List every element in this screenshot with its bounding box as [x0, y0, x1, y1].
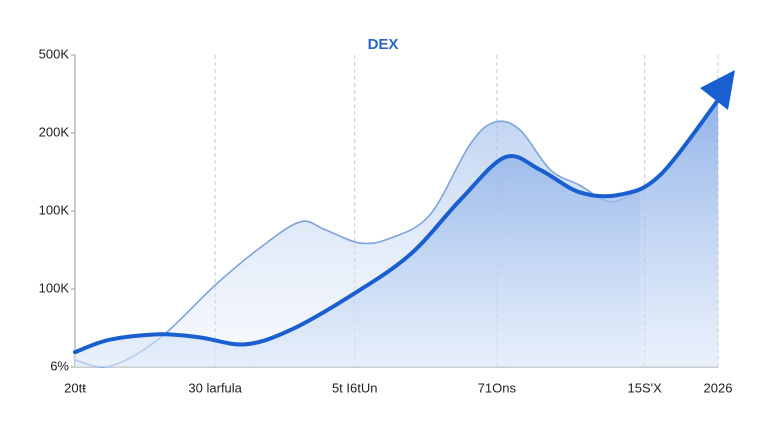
series-line [73, 98, 720, 355]
area-fill [75, 100, 718, 368]
x-tick-label: 30 larfula [188, 380, 242, 395]
x-tick-label: 71Ons [478, 380, 517, 395]
y-tick-label: 6% [50, 358, 69, 373]
x-tick-label: 5t I6tUn [332, 380, 378, 395]
arrow-head [700, 70, 735, 110]
plot: 6% 100K 100K 200K 500K 20tŧ 30 larfula 5t I6tUn… [39, 46, 733, 395]
y-tick-label: 100K [39, 280, 70, 295]
x-tick-label: 20tŧ [64, 380, 86, 395]
series-line [74, 120, 641, 368]
y-tick-label: 500K [39, 46, 70, 61]
x-tick-label: 2026 [704, 380, 733, 395]
y-tick-label: 100K [39, 202, 70, 217]
y-tick-label: 200K [39, 124, 70, 139]
chart-title: DEX [368, 36, 399, 53]
x-tick-label: 15S'X [628, 380, 663, 395]
